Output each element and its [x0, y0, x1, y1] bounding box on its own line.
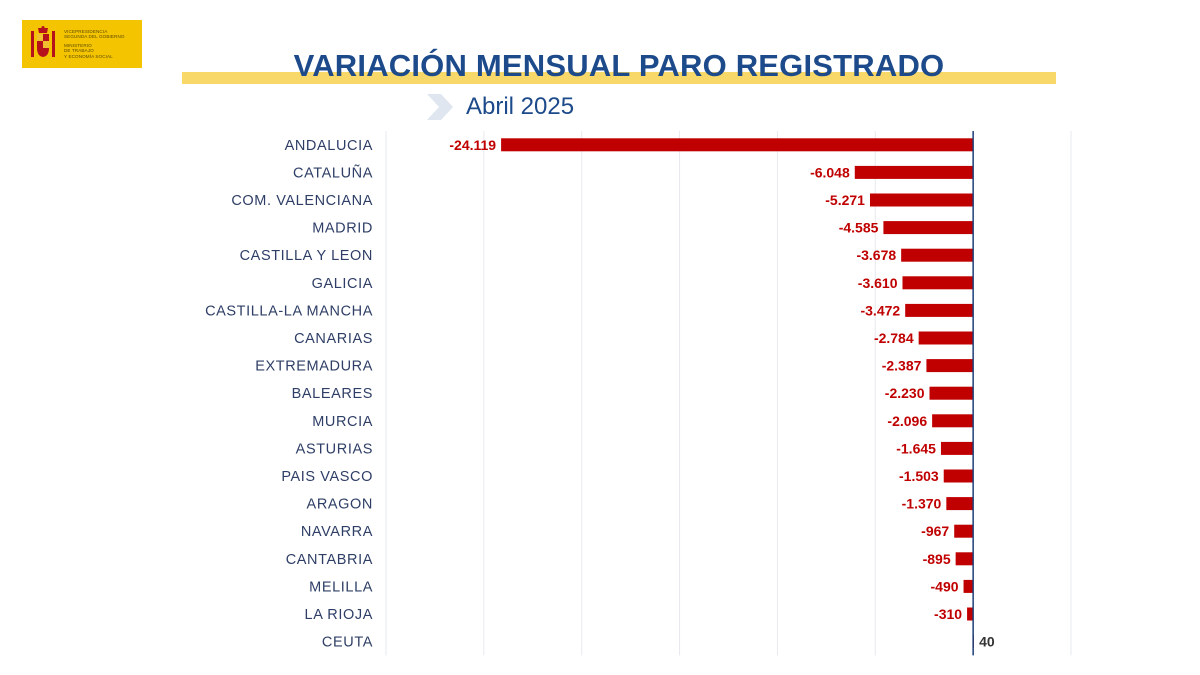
data-label: -1.645 — [896, 440, 936, 456]
data-label: -967 — [921, 523, 949, 539]
bar — [955, 552, 974, 566]
bar — [926, 359, 974, 373]
spain-coat-of-arms-icon — [31, 26, 55, 57]
bar — [929, 386, 974, 400]
bar — [963, 579, 974, 593]
data-label: -4.585 — [839, 220, 879, 236]
data-label: -895 — [923, 551, 951, 567]
bar — [943, 469, 974, 483]
category-label: ARAGON — [307, 497, 373, 513]
category-label: CEUTA — [322, 635, 373, 651]
data-label: -3.610 — [858, 275, 898, 291]
bar — [954, 524, 974, 538]
bar — [901, 248, 974, 262]
logo-text-line: Vicepresidencia — [64, 28, 108, 34]
chart-bars — [501, 138, 974, 649]
category-label: PAIS VASCO — [281, 469, 373, 485]
category-label: EXTREMADURA — [255, 359, 373, 375]
data-label: -1.370 — [902, 496, 942, 512]
data-label: -24.119 — [449, 137, 496, 153]
government-logo: Vicepresidencia Segunda del Gobierno Min… — [22, 20, 142, 68]
bar — [940, 441, 974, 455]
data-label: -5.271 — [825, 192, 865, 208]
chart-value-labels: -24.119 -6.048 -5.271 -4.585 -3.678 -3.610 -3.… — [449, 137, 995, 650]
bar — [946, 497, 974, 511]
bar — [918, 331, 974, 345]
category-label: GALICIA — [312, 276, 373, 292]
data-label: -6.048 — [810, 164, 850, 180]
category-label: CANTABRIA — [286, 552, 373, 568]
bar — [883, 221, 974, 235]
category-label: MELILLA — [309, 579, 373, 595]
data-label: -2.784 — [874, 330, 914, 346]
category-label: ANDALUCIA — [285, 138, 373, 154]
category-label: LA RIOJA — [305, 607, 373, 623]
data-label: -2.230 — [885, 385, 925, 401]
data-label: -310 — [934, 606, 962, 622]
category-label: MURCIA — [312, 414, 373, 430]
data-label: -2.096 — [887, 413, 927, 429]
category-label: MADRID — [312, 221, 373, 237]
bar — [967, 607, 974, 621]
data-label: -490 — [931, 578, 959, 594]
logo-text-line: Segunda del Gobierno — [64, 34, 125, 40]
logo-text-line: Ministerio — [64, 42, 92, 48]
chart-subtitle: Abril 2025 — [466, 93, 575, 120]
data-label: -2.387 — [882, 358, 922, 374]
category-label: CASTILLA Y LEON — [240, 248, 373, 264]
category-label: ASTURIAS — [296, 441, 373, 457]
chevron-right-icon — [427, 94, 453, 120]
category-label: COM. VALENCIANA — [231, 193, 373, 209]
bar — [905, 303, 974, 317]
category-label: CASTILLA-LA MANCHA — [205, 303, 373, 319]
category-label: BALEARES — [292, 386, 373, 402]
data-label: -1.503 — [899, 468, 939, 484]
category-label: CATALUÑA — [293, 164, 373, 181]
chart-category-labels: ANDALUCIA CATALUÑA COM. VALENCIANA MADRID CA… — [205, 138, 373, 651]
chart-title: VARIACIÓN MENSUAL PARO REGISTRADO — [293, 48, 945, 83]
bar — [932, 414, 974, 428]
chart-grid — [385, 131, 1072, 656]
data-label: -3.472 — [860, 302, 900, 318]
data-label: -3.678 — [856, 247, 896, 263]
logo-text-line: de Trabajo — [64, 48, 94, 54]
category-label: NAVARRA — [301, 524, 373, 540]
category-label: CANARIAS — [294, 331, 373, 347]
data-label: 40 — [979, 634, 995, 650]
bar — [869, 193, 974, 207]
title-highlight-band — [182, 72, 1056, 84]
bar — [902, 276, 974, 290]
bar — [501, 138, 974, 152]
bar — [854, 165, 974, 179]
logo-text-line: y Economía Social — [64, 53, 113, 59]
